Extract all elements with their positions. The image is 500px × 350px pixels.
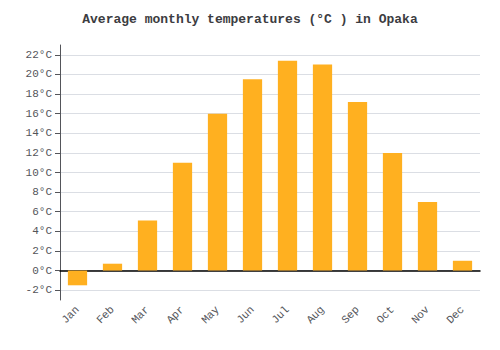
svg-text:Jun: Jun — [234, 304, 256, 326]
svg-text:Feb: Feb — [94, 304, 116, 326]
svg-text:4°C: 4°C — [32, 225, 52, 237]
svg-text:Sep: Sep — [339, 304, 361, 326]
svg-text:0°C: 0°C — [32, 265, 52, 277]
svg-text:12°C: 12°C — [26, 147, 53, 159]
svg-text:Nov: Nov — [409, 303, 432, 326]
svg-text:8°C: 8°C — [32, 186, 52, 198]
svg-text:18°C: 18°C — [26, 88, 53, 100]
svg-text:Average monthly temperatures (: Average monthly temperatures (°C ) in Op… — [82, 12, 418, 27]
svg-text:Jan: Jan — [59, 304, 81, 326]
svg-text:Aug: Aug — [304, 304, 326, 326]
svg-text:16°C: 16°C — [26, 108, 53, 120]
svg-text:6°C: 6°C — [32, 206, 52, 218]
svg-text:22°C: 22°C — [26, 49, 53, 61]
svg-text:Dec: Dec — [444, 304, 466, 326]
svg-text:Apr: Apr — [164, 304, 186, 326]
svg-text:2°C: 2°C — [32, 245, 52, 257]
svg-text:14°C: 14°C — [26, 127, 53, 139]
svg-text:-2°C: -2°C — [26, 284, 53, 296]
svg-text:May: May — [199, 303, 222, 326]
svg-text:Mar: Mar — [129, 304, 151, 326]
svg-text:Jul: Jul — [269, 304, 291, 326]
svg-text:20°C: 20°C — [26, 68, 53, 80]
svg-text:10°C: 10°C — [26, 167, 53, 179]
svg-text:Oct: Oct — [374, 304, 396, 326]
